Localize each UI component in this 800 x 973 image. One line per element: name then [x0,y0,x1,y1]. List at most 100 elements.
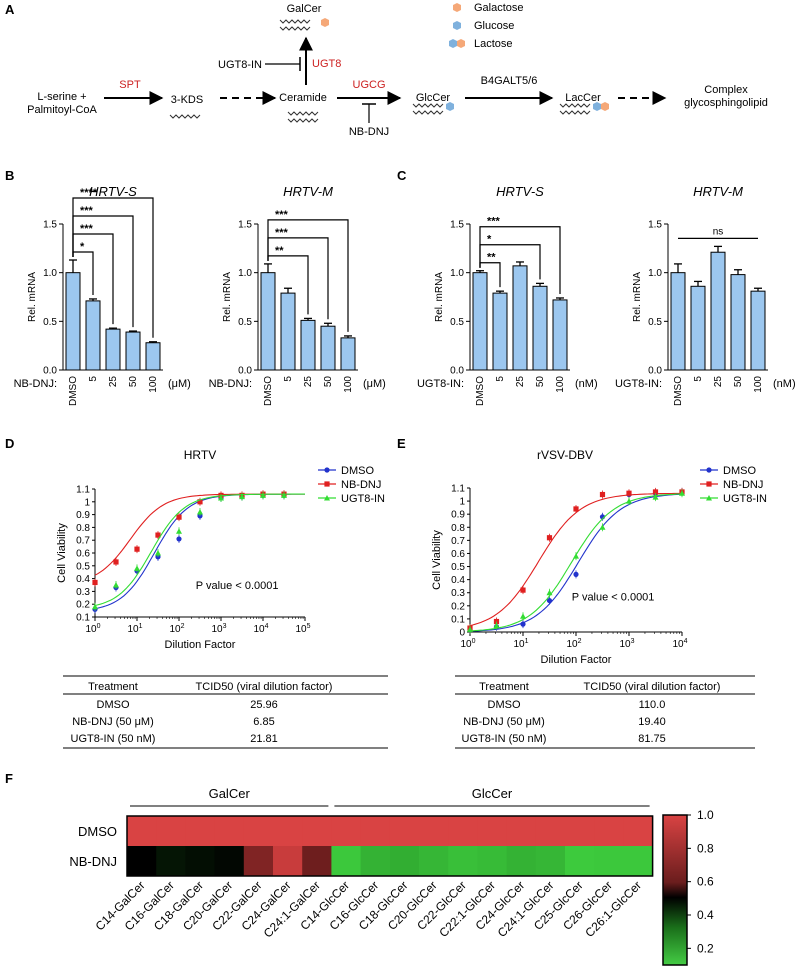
panel-letter-d: D [5,436,14,451]
data-point [573,506,579,512]
sig-label: **** [80,187,98,199]
panel-letter-f: F [5,771,13,786]
product-line-1: Complex [704,84,748,96]
substrate-line-2: Palmitoyl-CoA [27,104,97,116]
data-point [324,467,330,473]
p-value-annotation: P value < 0.0001 [572,591,655,603]
heatmap-cell [506,846,537,876]
bar [340,337,356,371]
bar [750,290,766,371]
table-header: Treatment [88,681,138,693]
intermediate-3kds: 3-KDS [171,94,203,106]
mrna-bar-charts: HRTV-S 0.0 0.5 1.0 1.5 Rel. mRNA DMSO 5 25 50 100 N… [14,184,796,406]
panel-letter-b: B [5,168,14,183]
y-axis-label: Rel. mRNA [632,272,643,322]
colorbar-tick-label: 1.0 [697,808,714,822]
y-tick-label: 0.1 [451,614,465,625]
x-tick-label: 103 [211,623,226,635]
tcid-table-0: Treatment TCID50 (viral dilution factor) D… [63,675,388,749]
y-tick-label: 1.0 [450,268,464,279]
heatmap-cell [448,816,478,846]
table-cell: 21.81 [250,733,278,745]
bar [532,285,548,371]
category-label: 25 [303,376,314,388]
table-cell: UGT8-IN (50 nM) [71,733,156,745]
treatment-label: UGT8-IN: [417,378,464,390]
y-tick-label: 0.2 [451,601,465,612]
enzyme-b4galt: B4GALT5/6 [481,75,538,87]
bar [125,331,141,371]
heatmap-cell [185,816,216,846]
y-tick-label: 0.0 [450,366,464,377]
heatmap-cell [156,816,186,846]
fit-curve-ugt8-in [94,493,305,607]
treatment-label: UGT8-IN: [615,378,662,390]
x-tick-label: 104 [253,623,268,635]
data-point [238,493,245,500]
table-header: TCID50 (viral dilution factor) [584,681,721,693]
category-label: 25 [108,376,119,388]
data-point [679,490,685,496]
heatmap-colorbar: 1.0 0.8 0.6 0.4 0.2 [662,808,714,966]
y-tick-label: 0.1 [76,613,90,624]
heatmap-cell [273,846,303,876]
bar [690,285,706,371]
panel-letter-a: A [5,2,15,17]
heatmap-cell [594,846,624,876]
data-point [706,467,712,473]
bar [710,251,726,371]
y-tick-label: 1.0 [43,268,57,279]
bar [105,328,121,371]
heatmap-cell [243,846,274,876]
data-point [706,495,712,501]
data-point [281,492,288,498]
heatmap-cell [243,816,274,846]
colorbar-gradient [662,814,688,966]
data-point [324,481,330,487]
mrna-panel-title: HRTV-S [496,184,544,199]
y-tick-label: 0.8 [451,523,465,534]
heatmap-cell [389,816,420,846]
y-tick-label: 0.3 [76,587,90,598]
sig-bracket [267,219,349,332]
heatmap-cell [623,846,654,876]
sig-label: ** [275,245,284,257]
y-tick-label: 0.9 [451,510,465,521]
y-tick-label: 0.5 [238,317,252,328]
heatmap-cell [360,816,391,846]
data-point [546,597,553,604]
sig-label: *** [275,227,289,239]
heatmap-cell [477,846,508,876]
enzyme-ugt8: UGT8 [312,58,341,70]
x-tick-label: 105 [295,623,310,635]
bar [145,342,161,371]
bar [65,272,81,371]
bar [512,265,528,371]
p-value-annotation: P value < 0.0001 [196,580,279,592]
y-tick-label: 0 [459,628,465,639]
data-point [196,509,203,515]
y-tick-label: 1.5 [648,220,662,231]
y-tick-label: 0.4 [451,575,465,586]
bar [320,325,336,371]
data-point [218,494,224,501]
table-header: TCID50 (viral dilution factor) [196,681,333,693]
table-cell: NB-DNJ (50 μM) [72,716,154,728]
kds-chain-icon [169,114,201,119]
inhibitor-ugt8-in: UGT8-IN [218,59,262,71]
y-axis-label: Rel. mRNA [434,272,445,322]
category-label: DMSO [263,376,274,406]
category-label: 50 [733,376,744,388]
mrna-panel-title: HRTV-M [283,184,333,199]
data-point [155,532,161,538]
y-tick-label: 1.0 [238,268,252,279]
legend-label: NB-DNJ [341,479,381,491]
y-tick-label: 1.5 [450,220,464,231]
data-point [92,603,98,610]
bar [552,299,568,371]
x-tick-label: 104 [672,638,687,650]
table-cell: 19.40 [638,716,666,728]
y-tick-label: 1.5 [238,220,252,231]
pathway-diagram: L-serine + Palmitoyl-CoA SPT 3-KDS Ceram… [27,2,768,138]
bar [280,292,296,371]
